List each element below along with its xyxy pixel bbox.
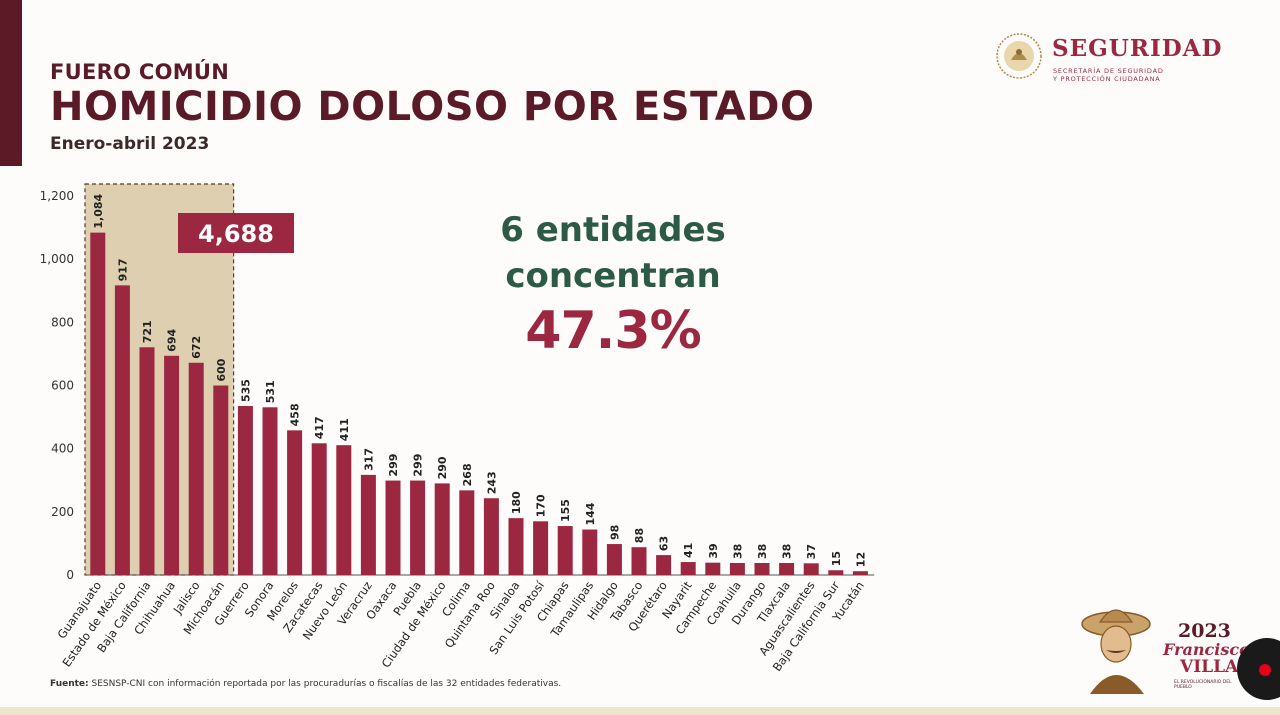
slide-title: HOMICIDIO DOLOSO POR ESTADO [50, 84, 815, 130]
y-tick-label: 800 [51, 315, 74, 329]
footnote-label: Fuente: [50, 679, 89, 689]
brand-line-1: SECRETARÍA DE SEGURIDAD [1053, 67, 1164, 75]
anniv-name-1: Francisco [1163, 640, 1250, 659]
anniv-name-2: VILLA [1180, 657, 1239, 677]
anniv-tagline: EL REVOLUCIONARIO DEL PUEBLO [1174, 680, 1232, 690]
total-label: 4,688 [198, 220, 274, 248]
callout-line-1: 6 entidades [500, 210, 726, 250]
y-tick-label: 200 [51, 505, 74, 519]
bar [385, 480, 401, 575]
bar-value-label: 41 [682, 543, 695, 558]
brand-line-2: Y PROTECCIÓN CIUDADANA [1053, 75, 1161, 83]
total-label-box [178, 213, 294, 253]
record-button[interactable] [1237, 638, 1280, 700]
bar-value-label: 411 [338, 418, 351, 441]
bar-value-label: 38 [756, 544, 769, 559]
bar-value-label: 317 [362, 448, 375, 471]
source-footnote: Fuente: SESNSP-CNI con información repor… [50, 679, 561, 689]
bar-value-label: 917 [116, 258, 129, 281]
bar-value-label: 458 [289, 403, 302, 426]
bar-value-label: 12 [854, 552, 867, 567]
bar [582, 529, 598, 575]
bar [754, 562, 770, 575]
bar-value-label: 600 [215, 358, 228, 381]
callout-percent: 47.3% [525, 301, 701, 361]
bar [533, 521, 549, 575]
bar [828, 570, 844, 575]
bar [508, 518, 524, 575]
y-tick-label: 0 [66, 568, 74, 582]
bar-value-label: 38 [781, 544, 794, 559]
bar-value-label: 672 [190, 336, 203, 359]
concentration-callout: 6 entidades concentran 47.3% [478, 207, 748, 363]
bar-value-label: 39 [707, 543, 720, 558]
bar [729, 562, 745, 575]
bar [434, 483, 450, 575]
bar-value-label: 37 [805, 544, 818, 559]
bar [164, 355, 180, 575]
bar [237, 406, 253, 575]
bar [213, 385, 229, 575]
bottom-strip [0, 707, 1280, 715]
slide-kicker: FUERO COMÚN [50, 60, 230, 84]
seguridad-logo: SEGURIDAD SECRETARÍA DE SEGURIDAD Y PROT… [995, 30, 1245, 85]
footnote-text: SESNSP-CNI con información reportada por… [88, 679, 562, 689]
y-tick-label: 1,200 [40, 189, 74, 203]
bar [852, 571, 868, 575]
bar [114, 285, 130, 575]
bar [606, 544, 622, 575]
bar [410, 480, 426, 575]
anniv-year: 2023 [1178, 620, 1231, 642]
bar-value-label: 721 [141, 320, 154, 343]
y-tick-label: 1,000 [40, 252, 74, 266]
bar [459, 490, 475, 575]
bar-value-label: 531 [264, 380, 277, 403]
bar [139, 347, 155, 575]
bar-value-label: 144 [584, 502, 597, 525]
bar-value-label: 180 [510, 491, 523, 514]
bar [557, 526, 573, 575]
bar [483, 498, 499, 575]
francisco-villa-2023-logo: 2023 Francisco VILLA EL REVOLUCIONARIO D… [1078, 598, 1250, 698]
bar [680, 562, 696, 575]
bar-value-label: 38 [731, 544, 744, 559]
bar-value-label: 1,084 [92, 193, 105, 228]
accent-bar [0, 0, 22, 166]
bar [656, 555, 672, 575]
bar-value-label: 155 [559, 499, 572, 522]
y-tick-label: 400 [51, 442, 74, 456]
bar-value-label: 15 [830, 551, 843, 566]
y-tick-label: 600 [51, 379, 74, 393]
bar-value-label: 417 [313, 416, 326, 439]
bar [262, 407, 278, 575]
villa-portrait-icon [1081, 609, 1151, 694]
bar [287, 430, 303, 575]
bar [311, 443, 327, 575]
bar [90, 232, 106, 576]
bar-value-label: 63 [658, 536, 671, 551]
bar-value-label: 299 [412, 454, 425, 477]
brand-name: SEGURIDAD [1052, 35, 1223, 62]
bar-value-label: 98 [608, 525, 621, 540]
bar-value-label: 243 [485, 471, 498, 494]
national-seal-icon [996, 33, 1042, 79]
bar [705, 562, 721, 575]
bar [336, 445, 352, 575]
callout-line-2: concentran [505, 256, 721, 296]
bar [188, 362, 204, 575]
slide-subtitle: Enero-abril 2023 [50, 134, 210, 154]
bar [803, 563, 819, 575]
bar-value-label: 88 [633, 528, 646, 543]
bar [360, 474, 376, 575]
bar-value-label: 290 [436, 456, 449, 479]
bar-value-label: 299 [387, 454, 400, 477]
bar-value-label: 535 [239, 379, 252, 402]
bar-value-label: 170 [535, 494, 548, 517]
bar [779, 562, 795, 575]
bar-value-label: 694 [166, 329, 179, 352]
record-dot-icon [1259, 664, 1271, 676]
bar [631, 547, 647, 575]
bar-value-label: 268 [461, 463, 474, 486]
